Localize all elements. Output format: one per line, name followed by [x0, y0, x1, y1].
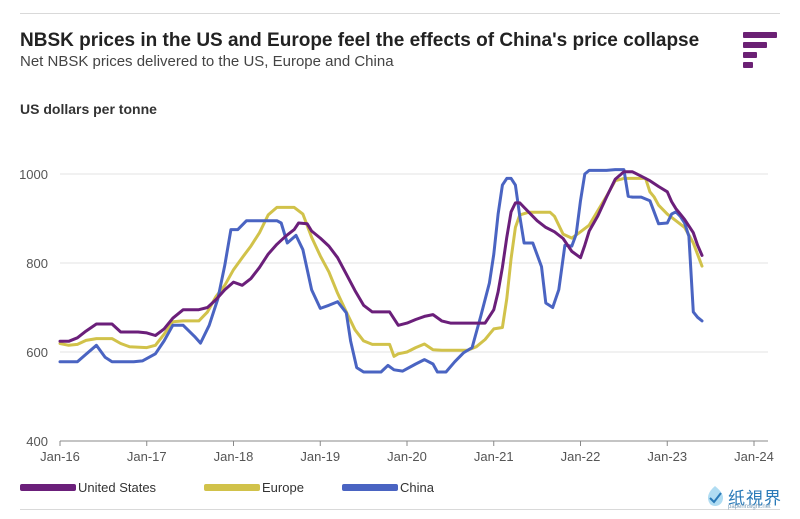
chart-title: NBSK prices in the US and Europe feel th… [20, 30, 700, 51]
watermark-text: 纸視界 [728, 489, 782, 508]
x-tick-label: Jan-18 [214, 449, 254, 464]
legend-label-united-states: United States [78, 480, 157, 495]
series-line-united-states [58, 170, 704, 343]
chart-subtitle: Net NBSK prices delivered to the US, Eur… [20, 53, 394, 70]
brand-logo-icon [743, 32, 777, 68]
x-tick-label: Jan-16 [40, 449, 80, 464]
x-tick-label: Jan-19 [300, 449, 340, 464]
y-tick-label: 600 [26, 345, 48, 360]
x-tick-label: Jan-21 [474, 449, 514, 464]
x-tick-label: Jan-24 [734, 449, 774, 464]
y-tick-label: 1000 [19, 167, 48, 182]
top-divider [20, 13, 780, 14]
legend-swatch-united-states [20, 484, 76, 491]
legend-swatch-europe [204, 484, 260, 491]
y-tick-label: 800 [26, 256, 48, 271]
x-tick-label: Jan-23 [647, 449, 687, 464]
bottom-divider [20, 509, 780, 510]
y-tick-label: 400 [26, 434, 48, 449]
x-tick-label: Jan-22 [561, 449, 601, 464]
legend-label-europe: Europe [262, 480, 304, 495]
series-line-europe [58, 176, 704, 358]
x-tick-label: Jan-17 [127, 449, 167, 464]
watermark-logo-icon [707, 486, 724, 507]
legend-label-china: China [400, 480, 434, 495]
y-axis-label: US dollars per tonne [20, 101, 157, 117]
watermark-subtext: paperinsight.net [728, 504, 771, 510]
x-tick-label: Jan-20 [387, 449, 427, 464]
legend-swatch-china [342, 484, 398, 491]
series-line-china [58, 168, 704, 374]
